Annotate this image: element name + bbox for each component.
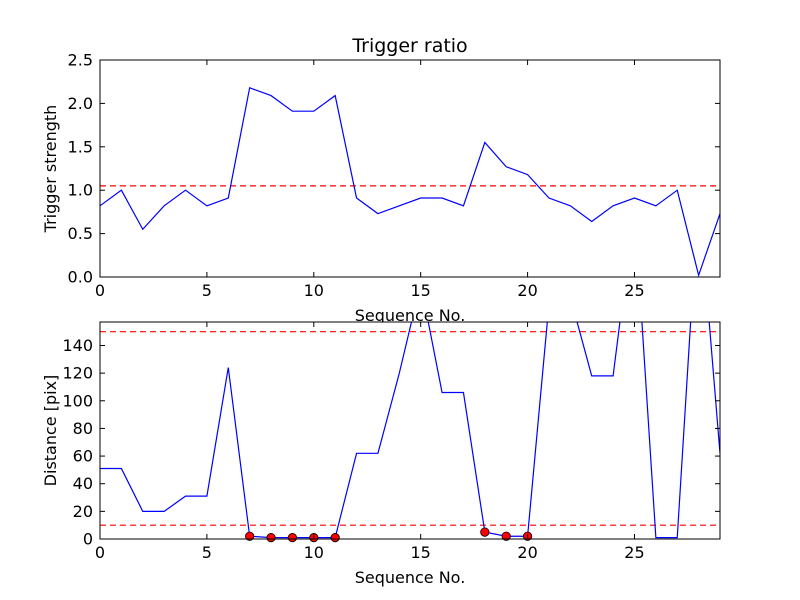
data-marker	[480, 527, 490, 537]
series-line	[100, 322, 720, 539]
x-axis-label: Sequence No.	[355, 568, 466, 587]
y-tick-label: 1.0	[68, 181, 93, 200]
y-tick-label: 120	[62, 364, 93, 383]
x-tick-label: 15	[411, 281, 431, 300]
x-tick-label: 25	[624, 543, 644, 562]
x-tick-label: 10	[304, 281, 324, 300]
plot-frame	[99, 59, 721, 278]
data-marker	[501, 531, 511, 541]
y-tick-label: 140	[62, 336, 93, 355]
chart-title: Trigger ratio	[351, 35, 467, 57]
y-tick-label: 0.0	[68, 268, 93, 287]
x-tick-label: 0	[95, 281, 105, 300]
chart-panel-2: 0 5 10 15 20 25 0 20 40 60 80 100 120 140 Sequence No.…	[41, 321, 721, 587]
y-axis-label: Distance [pix]	[41, 375, 60, 487]
data-marker	[245, 531, 255, 541]
x-tick-label: 5	[202, 543, 212, 562]
plot-area	[100, 322, 720, 539]
x-tick-label: 15	[411, 543, 431, 562]
data-marker	[287, 533, 298, 543]
x-tick-label: 0	[95, 543, 105, 562]
x-tick-label: 10	[304, 543, 324, 562]
y-tick-label: 100	[62, 391, 93, 410]
x-tick-label: 5	[202, 281, 212, 300]
plot-frame	[99, 321, 721, 540]
x-axis-label: Sequence No.	[355, 306, 466, 325]
y-tick-label: 2.0	[68, 94, 93, 113]
chart-panel-1: 0 5 10 15 20 25 0.0 0.5 1.0 1.5 2.0 2.5 Trigger rati…	[41, 35, 721, 325]
x-tick-label: 20	[517, 281, 537, 300]
x-tick-label: 20	[517, 543, 537, 562]
x-tick-label: 25	[624, 281, 644, 300]
y-tick-label: 60	[73, 447, 93, 466]
y-tick-label: 1.5	[68, 137, 93, 156]
y-tick-label: 80	[73, 419, 93, 438]
y-tick-label: 0.5	[68, 224, 93, 243]
plot-area	[100, 60, 720, 277]
y-tick-label: 20	[73, 502, 93, 521]
y-tick-label: 2.5	[68, 51, 93, 70]
data-marker	[330, 533, 340, 543]
data-marker	[266, 533, 276, 543]
y-tick-label: 0	[83, 530, 93, 549]
y-axis-label: Trigger strength	[41, 105, 60, 234]
y-tick-label: 40	[73, 474, 93, 493]
series-line	[100, 86, 720, 277]
